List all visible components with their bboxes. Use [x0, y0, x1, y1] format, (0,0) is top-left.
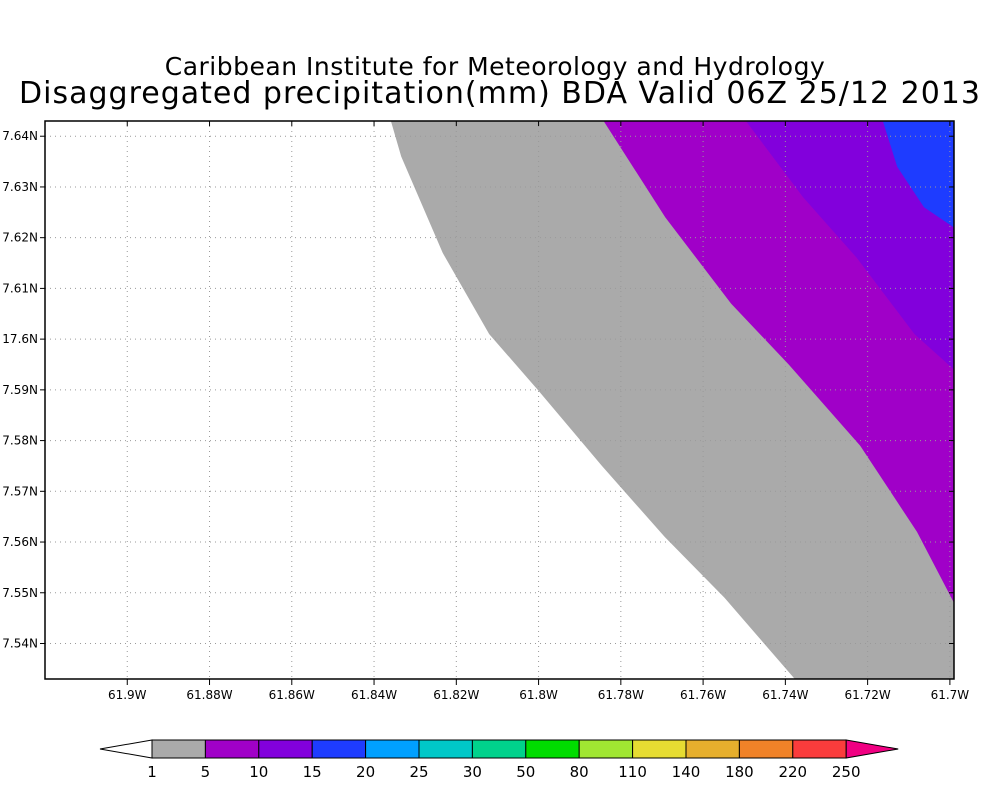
lat-tick-label: 7.58N [2, 434, 38, 448]
color-scale-bar: 1 5 10 15 20 25 30 50 80 110 140 180 220 250 [99, 739, 899, 781]
lon-tick-label: 61.82W [433, 688, 479, 702]
lat-tick-label: 7.61N [2, 281, 38, 295]
lon-tick-label: 61.8W [519, 688, 558, 702]
figure-title-institute: Caribbean Institute for Meteorology and … [164, 52, 826, 81]
colorbar-label: 1 [147, 763, 157, 781]
colorbar-box [738, 739, 794, 759]
lon-tick-label: 61.72W [845, 688, 891, 702]
lat-tick-label: 7.57N [2, 484, 38, 498]
colorbar-label: 80 [570, 763, 589, 781]
colorbar-label: 180 [725, 763, 754, 781]
lon-tick-label: 61.78W [598, 688, 644, 702]
lon-tick-label: 61.76W [680, 688, 726, 702]
colorbar-label: 110 [618, 763, 647, 781]
lat-tick-label: 7.59N [2, 383, 38, 397]
lon-tick-label: 61.88W [186, 688, 232, 702]
colorbar-box [418, 739, 473, 759]
lat-tick-label: 17.6N [2, 332, 38, 346]
colorbar-label: 15 [303, 763, 322, 781]
contour-fills [390, 121, 954, 679]
colorbar-label: 5 [201, 763, 211, 781]
colorbar-box [632, 739, 687, 759]
contour-band-15 [882, 121, 954, 228]
colorbar-label: 30 [463, 763, 482, 781]
lat-tick-label: 7.62N [2, 231, 38, 245]
colorbar-box [311, 739, 367, 759]
lon-tick-label: 61.84W [351, 688, 397, 702]
colorbar-box [204, 739, 260, 759]
colorbar-box [685, 739, 740, 759]
colorbar-box [258, 739, 313, 759]
map-frame [44, 120, 955, 680]
colorbar-label: 10 [249, 763, 268, 781]
contour-band-10 [745, 121, 954, 370]
colorbar-label: 140 [672, 763, 701, 781]
lon-tick-label: 61.7W [931, 688, 970, 702]
graticule-grid [45, 121, 954, 679]
lat-tick-label: 7.63N [2, 180, 38, 194]
lon-tick-label: 61.86W [269, 688, 315, 702]
latitude-axis: 7.64N 7.63N 7.62N 7.61N 17.6N 7.59N 7.58N 7.57N… [2, 129, 954, 650]
figure-title-product: Disaggregated precipitation(mm) BDA Vali… [19, 76, 981, 111]
longitude-axis: 61.9W 61.88W 61.86W 61.84W 61.82W 61.8W 61.78W… [108, 121, 969, 702]
colorbar-box [578, 739, 634, 759]
colorbar-box [525, 739, 580, 759]
lat-tick-label: 7.54N [2, 636, 38, 650]
colorbar-label: 20 [356, 763, 375, 781]
lon-tick-label: 61.74W [762, 688, 808, 702]
colorbar-under-arrow [99, 739, 153, 759]
lat-tick-label: 7.64N [2, 129, 38, 143]
colorbar-label: 250 [832, 763, 861, 781]
colorbar-label: 50 [516, 763, 535, 781]
lat-tick-label: 7.56N [2, 535, 38, 549]
colorbar-box [471, 739, 527, 759]
colorbar-box [365, 739, 420, 759]
lat-tick-label: 7.55N [2, 586, 38, 600]
colorbar-over-arrow [845, 739, 899, 759]
colorbar-box [792, 739, 847, 759]
colorbar-label: 220 [778, 763, 807, 781]
colorbar-box [151, 739, 206, 759]
colorbar-label: 25 [409, 763, 428, 781]
lon-tick-label: 61.9W [108, 688, 147, 702]
